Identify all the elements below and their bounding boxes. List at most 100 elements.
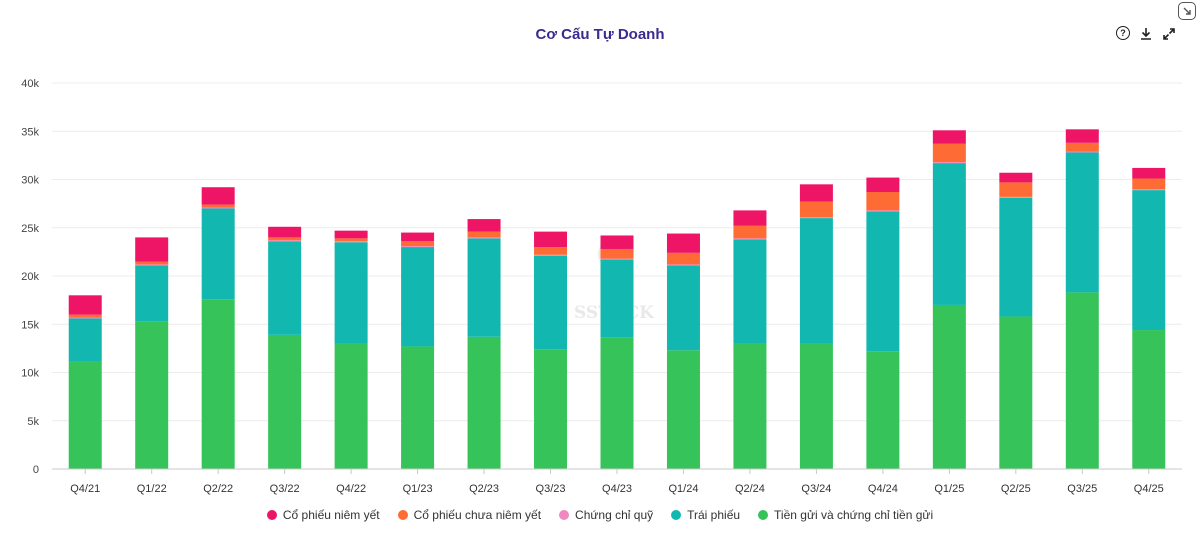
bar-segment[interactable] (1132, 330, 1166, 469)
bar-segment[interactable] (600, 248, 634, 259)
bar-segment[interactable] (666, 233, 700, 253)
bar-segment[interactable] (932, 162, 966, 164)
bar-segment[interactable] (268, 334, 302, 469)
legend-item[interactable]: Tiền gửi và chứng chỉ tiền gửi (758, 508, 933, 522)
bar-segment[interactable] (401, 232, 435, 242)
bar-segment[interactable] (135, 264, 169, 266)
bar-segment[interactable] (866, 192, 900, 211)
bar-segment[interactable] (68, 361, 102, 469)
bar-segment[interactable] (799, 217, 833, 219)
bar-segment[interactable] (467, 231, 501, 238)
bar-segment[interactable] (534, 254, 568, 256)
bar-segment[interactable] (68, 317, 102, 319)
legend-dot-icon (397, 510, 408, 520)
x-tick-label: Q4/24 (868, 483, 898, 495)
bar-segment[interactable] (1132, 178, 1166, 190)
bar-segment[interactable] (334, 241, 368, 243)
bar-segment[interactable] (600, 235, 634, 249)
bar-segment[interactable] (1065, 142, 1099, 152)
bar-segment[interactable] (999, 172, 1033, 183)
bar-segment[interactable] (467, 219, 501, 232)
bar-segment[interactable] (1065, 151, 1099, 153)
bar-segment[interactable] (1065, 152, 1099, 293)
bar-segment[interactable] (201, 299, 235, 469)
legend-label: Cổ phiếu chưa niêm yết (413, 508, 542, 522)
bar-segment[interactable] (68, 295, 102, 315)
bar-segment[interactable] (799, 201, 833, 218)
bar-segment[interactable] (401, 247, 435, 347)
bar-segment[interactable] (268, 237, 302, 241)
bar-segment[interactable] (401, 246, 435, 248)
bar-segment[interactable] (1132, 190, 1166, 331)
bar-segment[interactable] (1065, 129, 1099, 143)
download-icon[interactable] (1136, 24, 1155, 43)
bar-segment[interactable] (135, 237, 169, 262)
bar-segment[interactable] (334, 242, 368, 344)
bar-segment[interactable] (666, 350, 700, 469)
bar-segment[interactable] (999, 316, 1033, 469)
bar-segment[interactable] (401, 346, 435, 469)
bar-segment[interactable] (600, 337, 634, 469)
bar-segment[interactable] (600, 258, 634, 260)
bar-segment[interactable] (334, 343, 368, 469)
bar-segment[interactable] (733, 239, 767, 344)
bar-segment[interactable] (866, 177, 900, 193)
bar-segment[interactable] (201, 187, 235, 205)
bar-segment[interactable] (334, 238, 368, 242)
bar-segment[interactable] (534, 247, 568, 255)
legend-item[interactable]: Cổ phiếu chưa niêm yết (397, 508, 542, 522)
bar-segment[interactable] (534, 231, 568, 248)
bar-segment[interactable] (932, 304, 966, 469)
x-tick-label: Q2/24 (735, 483, 765, 495)
bar-segment[interactable] (334, 230, 368, 239)
bar-segment[interactable] (268, 241, 302, 335)
bar-segment[interactable] (135, 321, 169, 469)
bar-segment[interactable] (401, 241, 435, 247)
bar-segment[interactable] (268, 240, 302, 242)
bar-segment[interactable] (467, 237, 501, 239)
bar-segment[interactable] (999, 196, 1033, 198)
question-circle-icon[interactable]: ? (1116, 26, 1130, 40)
bar-segment[interactable] (534, 255, 568, 350)
bar-segment[interactable] (534, 349, 568, 469)
bar-segment[interactable] (733, 225, 767, 239)
bar-segment[interactable] (201, 207, 235, 209)
bar-segment[interactable] (932, 143, 966, 163)
y-axis-ticks: 0 5k 10k 15k 20k 25k 30k 35k 40k (21, 78, 39, 476)
bar-segment[interactable] (799, 184, 833, 202)
bar-segment[interactable] (68, 318, 102, 362)
bar-segment[interactable] (467, 238, 501, 337)
bar-segment[interactable] (866, 211, 900, 352)
bar-segment[interactable] (799, 218, 833, 344)
bar-segment[interactable] (600, 259, 634, 338)
bar-segment[interactable] (666, 265, 700, 351)
bar-segment[interactable] (866, 351, 900, 469)
bar-segment[interactable] (733, 210, 767, 226)
bar-segment[interactable] (268, 226, 302, 238)
bar-segment[interactable] (733, 238, 767, 240)
bar-segment[interactable] (932, 130, 966, 144)
bar-segment[interactable] (201, 208, 235, 300)
bar-segment[interactable] (999, 182, 1033, 197)
bar-segment[interactable] (201, 204, 235, 208)
bar-segment[interactable] (866, 210, 900, 212)
bar-segment[interactable] (666, 252, 700, 265)
bar-segment[interactable] (1065, 292, 1099, 469)
bar-segment[interactable] (1132, 167, 1166, 179)
expand-icon[interactable] (1159, 24, 1178, 43)
bar-segment[interactable] (932, 163, 966, 305)
bar-segment[interactable] (999, 197, 1033, 317)
legend-item[interactable]: Chứng chỉ quỹ (559, 508, 653, 522)
bar-segment[interactable] (135, 265, 169, 322)
bar-segment[interactable] (1132, 189, 1166, 191)
bar-segment[interactable] (733, 343, 767, 469)
bar-segment[interactable] (666, 264, 700, 266)
legend-item[interactable]: Trái phiếu (671, 508, 740, 522)
y-tick-label: 0 (33, 464, 39, 476)
bar-segment[interactable] (467, 336, 501, 469)
bar-segment[interactable] (68, 314, 102, 318)
bar-segment[interactable] (799, 343, 833, 469)
collapse-corner-icon[interactable] (1178, 2, 1196, 20)
bar-segment[interactable] (135, 261, 169, 265)
legend-item[interactable]: Cổ phiếu niêm yết (266, 508, 380, 522)
